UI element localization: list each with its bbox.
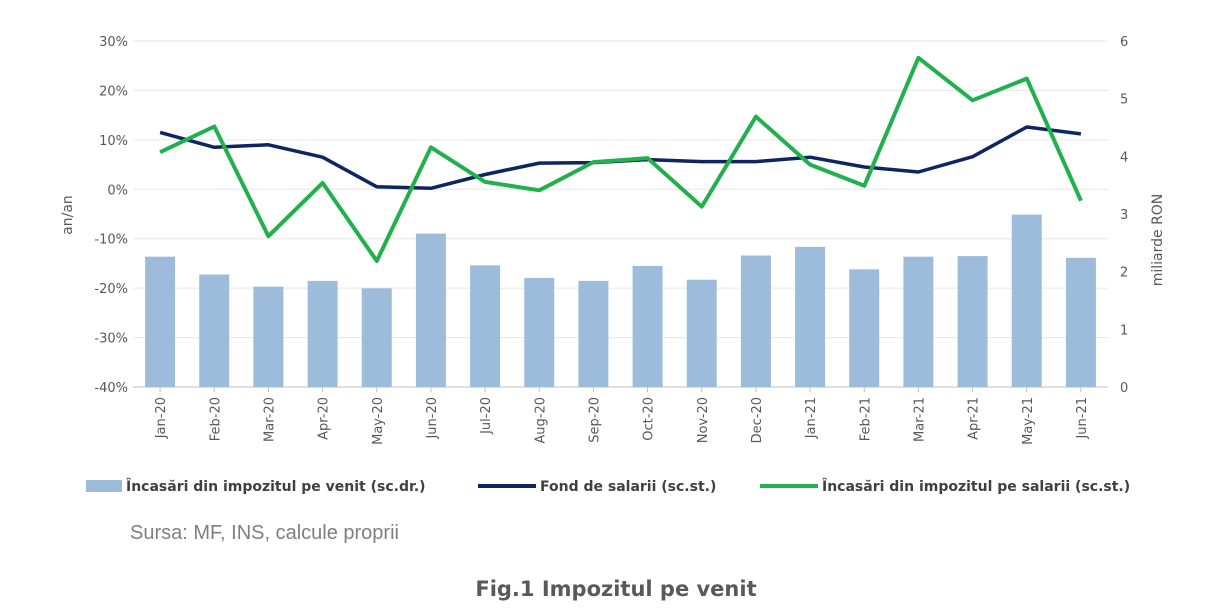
left-tick-label: -40%	[94, 381, 128, 396]
bar	[578, 280, 609, 387]
bar-series	[145, 214, 1096, 387]
x-axis-ticks: Jan-20 Feb-20 Mar-20 Apr-20 May-20 Jun-20 Jul-…	[154, 387, 1090, 445]
x-tick-label: Mar-21	[912, 397, 927, 442]
x-tick-label: Jun-20	[425, 397, 440, 440]
x-tick-label: Jan-20	[154, 397, 169, 439]
bar	[415, 233, 446, 387]
x-tick-label: Oct-20	[642, 397, 657, 441]
right-axis-ticks: 6 5 4 3 2 1 0	[1120, 35, 1128, 396]
left-tick-label: -20%	[94, 282, 128, 297]
right-tick-label: 2	[1120, 266, 1128, 281]
figure-title: Fig.1 Impozitul pe venit	[475, 577, 757, 601]
legend-label: Încasări din impozitul pe venit (sc.dr.)	[126, 478, 426, 495]
x-tick-label: Dec-20	[750, 397, 765, 443]
source-note: Sursa: MF, INS, calcule proprii	[130, 522, 399, 544]
left-tick-label: 0%	[107, 183, 128, 198]
right-tick-label: 4	[1120, 150, 1128, 165]
right-tick-label: 3	[1120, 208, 1128, 223]
right-tick-label: 5	[1120, 93, 1128, 108]
bar	[849, 269, 880, 387]
x-tick-label: Jun-21	[1075, 397, 1090, 440]
line-series	[159, 55, 1083, 263]
right-tick-label: 0	[1120, 381, 1128, 396]
bar	[199, 274, 230, 387]
x-tick-label: Aug-20	[533, 397, 548, 444]
x-tick-label: May-20	[371, 397, 386, 445]
right-tick-label: 1	[1120, 323, 1128, 338]
x-tick-label: Nov-20	[696, 397, 711, 443]
legend: Încasări din impozitul pe venit (sc.dr.)…	[86, 478, 1130, 495]
x-tick-label: Mar-20	[262, 397, 277, 442]
legend-item-impozit-salarii: Încasări din impozitul pe salarii (sc.st…	[760, 478, 1130, 495]
legend-label: Încasări din impozitul pe salarii (sc.st…	[822, 478, 1130, 495]
legend-label: Fond de salarii (sc.st.)	[540, 479, 716, 495]
bar	[145, 256, 176, 387]
x-tick-label: Apr-21	[967, 397, 982, 440]
left-tick-label: -30%	[94, 332, 128, 347]
legend-swatch	[86, 480, 122, 492]
bar	[253, 286, 284, 387]
bar	[524, 278, 555, 387]
left-tick-label: 20%	[99, 84, 128, 99]
left-tick-label: 10%	[99, 134, 128, 149]
series-line-fond-de-salarii	[159, 125, 1082, 191]
x-tick-label: Jul-20	[479, 397, 494, 435]
x-tick-label: Feb-21	[858, 397, 873, 441]
bar	[632, 265, 663, 387]
chart: 30% 20% 10% 0% -10% -20% -30% -40% 6 5 4 3 2 1 0 Jan-…	[60, 35, 1166, 495]
x-tick-label: Apr-20	[317, 397, 332, 440]
legend-item-fond-salarii: Fond de salarii (sc.st.)	[478, 479, 716, 495]
bar	[686, 279, 717, 387]
left-axis-ticks: 30% 20% 10% 0% -10% -20% -30% -40%	[94, 35, 128, 396]
bar	[903, 256, 934, 387]
legend-item-impozit-venit: Încasări din impozitul pe venit (sc.dr.)	[86, 478, 426, 495]
bar	[1011, 214, 1042, 387]
x-tick-label: Sep-20	[587, 397, 602, 443]
left-axis-title: an/an	[60, 195, 76, 235]
left-tick-label: 30%	[99, 35, 128, 50]
left-tick-label: -10%	[94, 233, 128, 248]
x-tick-label: May-21	[1021, 397, 1036, 445]
bar	[307, 280, 338, 387]
bar	[470, 265, 501, 387]
bar	[795, 246, 826, 387]
series-line-impozit-salarii	[159, 55, 1083, 263]
right-axis-title: miliarde RON	[1150, 194, 1166, 287]
bar	[1065, 257, 1096, 387]
bar	[957, 256, 988, 387]
x-tick-label: Feb-20	[208, 397, 223, 441]
right-tick-label: 6	[1120, 35, 1128, 50]
grid-lines	[133, 40, 1108, 388]
x-tick-label: Jan-21	[804, 397, 819, 439]
bar	[361, 288, 392, 387]
bar	[740, 255, 771, 387]
